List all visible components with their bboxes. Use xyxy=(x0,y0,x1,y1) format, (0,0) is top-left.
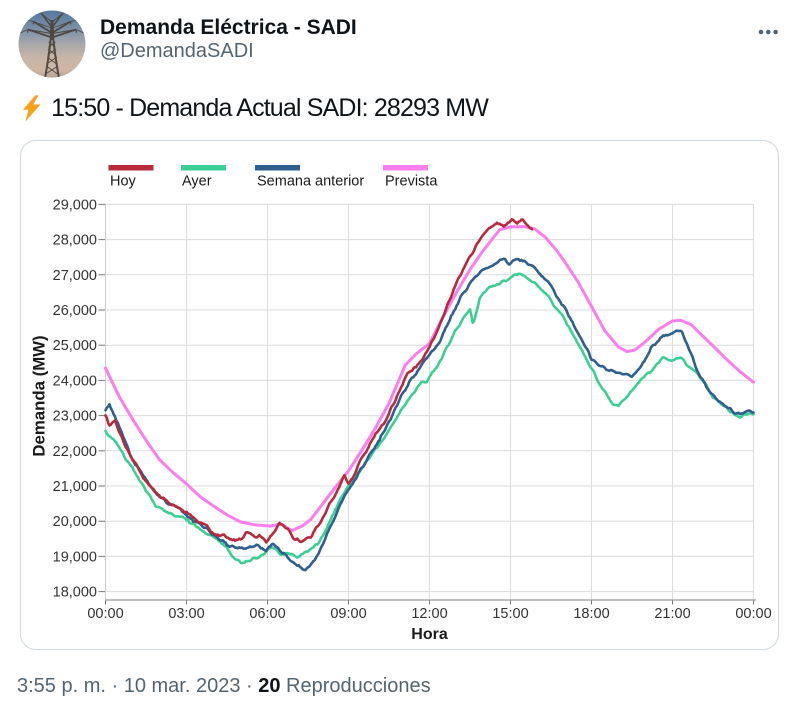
svg-text:19,000: 19,000 xyxy=(53,549,97,565)
svg-text:23,000: 23,000 xyxy=(53,409,97,425)
svg-text:27,000: 27,000 xyxy=(53,268,97,284)
svg-text:20,000: 20,000 xyxy=(53,514,97,530)
svg-text:26,000: 26,000 xyxy=(53,303,97,319)
svg-text:Demanda (MW): Demanda (MW) xyxy=(30,335,49,456)
svg-text:Hoy: Hoy xyxy=(110,174,137,190)
svg-text:21:00: 21:00 xyxy=(654,606,690,622)
svg-text:Semana anterior: Semana anterior xyxy=(257,174,364,190)
svg-text:00:00: 00:00 xyxy=(87,606,123,622)
svg-text:29,000: 29,000 xyxy=(53,197,97,213)
svg-text:15:00: 15:00 xyxy=(492,606,528,622)
svg-text:Hora: Hora xyxy=(411,626,448,643)
svg-text:12:00: 12:00 xyxy=(411,606,447,622)
svg-text:Ayer: Ayer xyxy=(182,174,212,190)
svg-text:18:00: 18:00 xyxy=(573,606,609,622)
svg-text:Prevista: Prevista xyxy=(385,174,438,190)
svg-text:18,000: 18,000 xyxy=(53,585,97,601)
svg-text:22,000: 22,000 xyxy=(53,444,97,460)
svg-text:24,000: 24,000 xyxy=(53,373,97,389)
svg-text:21,000: 21,000 xyxy=(53,479,97,495)
svg-text:09:00: 09:00 xyxy=(330,606,366,622)
svg-text:25,000: 25,000 xyxy=(53,338,97,354)
svg-text:00:00: 00:00 xyxy=(735,606,771,622)
svg-text:28,000: 28,000 xyxy=(53,233,97,249)
svg-text:06:00: 06:00 xyxy=(249,606,285,622)
svg-text:03:00: 03:00 xyxy=(168,606,204,622)
